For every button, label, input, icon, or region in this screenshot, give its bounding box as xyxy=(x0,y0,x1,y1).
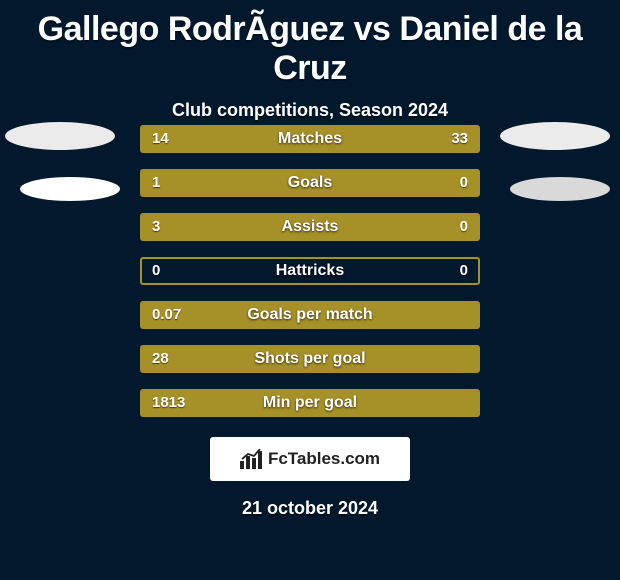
stat-label: Assists xyxy=(142,215,478,239)
stat-bar: 0.07Goals per match xyxy=(140,301,480,329)
stat-label: Goals xyxy=(142,171,478,195)
page-subtitle: Club competitions, Season 2024 xyxy=(0,100,620,121)
stat-bar: 00Hattricks xyxy=(140,257,480,285)
stat-bar: 1433Matches xyxy=(140,125,480,153)
stat-label: Min per goal xyxy=(142,391,478,415)
stat-label: Matches xyxy=(142,127,478,151)
team-disc xyxy=(500,122,610,150)
chart-icon xyxy=(240,449,262,469)
team-disc xyxy=(20,177,120,201)
stat-label: Goals per match xyxy=(142,303,478,327)
page-date: 21 october 2024 xyxy=(0,498,620,519)
fctables-logo: FcTables.com xyxy=(210,437,410,481)
stat-bar: 28Shots per goal xyxy=(140,345,480,373)
stat-label: Hattricks xyxy=(142,259,478,283)
team-disc xyxy=(5,122,115,150)
stat-bar: 30Assists xyxy=(140,213,480,241)
team-disc xyxy=(510,177,610,201)
page-title: Gallego RodrÃ­guez vs Daniel de la Cruz xyxy=(0,0,620,88)
stat-bar: 10Goals xyxy=(140,169,480,197)
stat-bars: 1433Matches 10Goals 30Assists 00Hattricks 0.… xyxy=(140,125,480,433)
stat-bar: 1813Min per goal xyxy=(140,389,480,417)
logo-text: FcTables.com xyxy=(268,449,380,469)
stat-label: Shots per goal xyxy=(142,347,478,371)
